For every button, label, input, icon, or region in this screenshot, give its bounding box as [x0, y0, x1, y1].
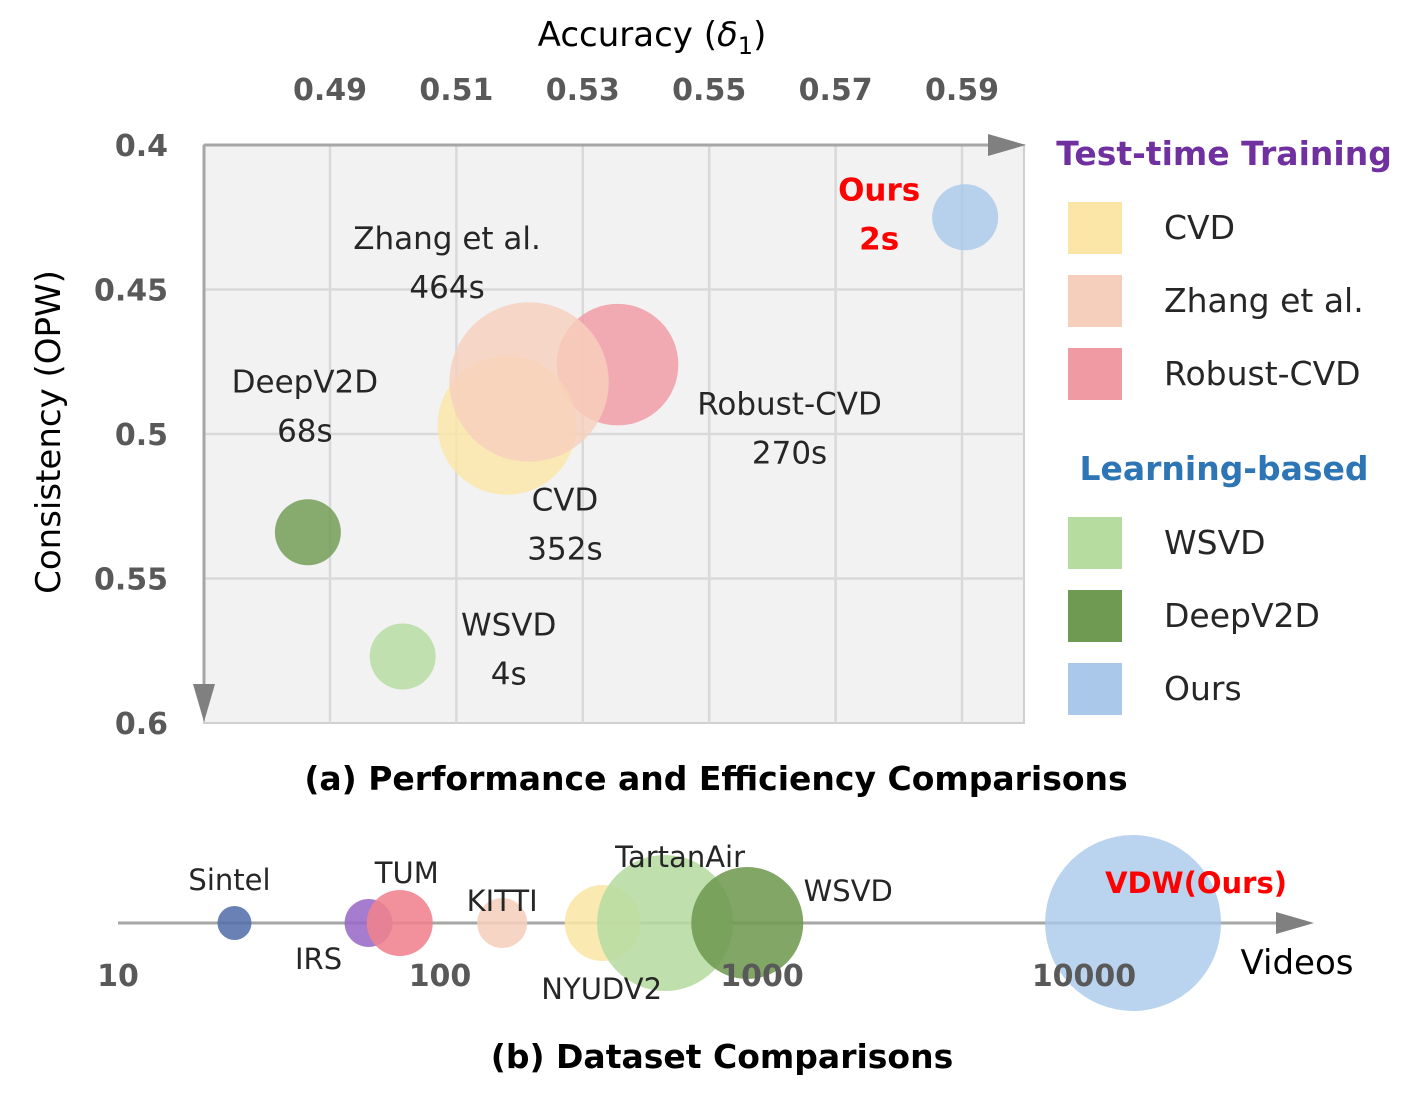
label-time-cvd: 352s: [527, 531, 602, 567]
label-name-cvd: CVD: [532, 482, 599, 518]
legend-label-zhang-et-al: Zhang et al.: [1164, 281, 1364, 320]
chart-b-datasets: Sintel IRS TUM KITTI NYUDV2 TartanAir WSVD VDW(…: [97, 835, 1353, 1076]
legend-swatch-wsvd: [1068, 517, 1122, 569]
dataset-label-sintel: Sintel: [188, 863, 270, 897]
dataset-label-irs: IRS: [295, 942, 342, 976]
dataset-bubble-wsvd: [691, 867, 804, 979]
caption-b: (b) Dataset Comparisons: [491, 1037, 953, 1076]
x-axis-arrowhead: [988, 134, 1026, 156]
bubble-labels: CVD 352s Zhang et al. 464s Robust-CVD 270s Dee…: [232, 172, 921, 692]
y-axis-title: Consistency (OPW): [29, 270, 69, 594]
label-time-robust-cvd: 270s: [752, 436, 827, 472]
dataset-label-nyudv2: NYUDV2: [541, 972, 662, 1006]
dataset-bubble-vdw-ours: [1045, 835, 1222, 1011]
legend-label-wsvd: WSVD: [1164, 523, 1266, 562]
legend: Test-time Training CVD Zhang et al. Robust-…: [1056, 134, 1392, 715]
caption-a: (a) Performance and Efficiency Compariso…: [304, 759, 1127, 798]
dataset-bubble-tartanair: [597, 855, 734, 991]
legend-label-ours: Ours: [1164, 669, 1242, 708]
label-name-ours: Ours: [838, 172, 920, 208]
x-axis-title: Accuracy (δ1): [538, 15, 767, 60]
x-tick-label: 0.51: [419, 73, 493, 108]
bubble-deepv2d: [274, 499, 341, 566]
chart-a-performance: 0.49 0.51 0.53 0.55 0.57 0.59 0.40.450.50.550…: [29, 15, 1128, 798]
y-tick-label: 0.5: [115, 418, 168, 453]
y-tick-label: 0.6: [115, 707, 168, 742]
bubble-wsvd: [369, 623, 436, 690]
dataset-bubble-sintel: [217, 906, 252, 940]
x-tick-label: 0.55: [672, 73, 746, 108]
label-time-ours: 2s: [859, 221, 899, 257]
dataset-label-kitti: KITTI: [467, 884, 538, 918]
bubble-ours: [932, 184, 999, 251]
label-name-deepv2d: DeepV2D: [232, 364, 379, 400]
label-time-zhang-et-al: 464s: [409, 270, 484, 306]
dataset-label-wsvd: WSVD: [804, 874, 893, 908]
bubble-zhang-et-al: [449, 302, 609, 462]
videos-tick-label: 10000: [1032, 959, 1136, 994]
legend-group-title: Learning-based: [1079, 449, 1368, 488]
y-tick-label: 0.45: [94, 274, 168, 309]
videos-tick-label: 1000: [720, 959, 804, 994]
legend-swatch-zhang-et-al: [1068, 275, 1122, 327]
dataset-labels: Sintel IRS TUM KITTI NYUDV2 TartanAir WSVD VDW(…: [188, 840, 1287, 1006]
grid-lines: [204, 145, 1024, 723]
videos-axis-arrowhead: [1276, 912, 1314, 934]
videos-axis-title: Videos: [1241, 943, 1354, 983]
y-axis-arrowhead: [193, 684, 215, 722]
y-tick-label: 0.55: [94, 563, 168, 598]
x-tick-label: 0.49: [293, 73, 367, 108]
label-name-robust-cvd: Robust-CVD: [697, 387, 882, 423]
videos-tick-labels: 10 100 1000 10000: [97, 959, 1136, 994]
dataset-label-vdw-ours: VDW(Ours): [1105, 866, 1287, 900]
x-tick-label: 0.53: [546, 73, 620, 108]
y-tick-label: 0.4: [115, 129, 168, 164]
label-time-deepv2d: 68s: [277, 413, 333, 449]
x-tick-label: 0.57: [799, 73, 873, 108]
label-time-wsvd: 4s: [491, 657, 527, 693]
x-tick-labels: 0.49 0.51 0.53 0.55 0.57 0.59: [293, 73, 999, 108]
legend-label-robust-cvd: Robust-CVD: [1164, 354, 1361, 393]
x-tick-label: 0.59: [925, 73, 999, 108]
legend-swatch-deepv2d: [1068, 590, 1122, 642]
legend-label-deepv2d: DeepV2D: [1164, 596, 1320, 635]
videos-tick-label: 10: [97, 959, 139, 994]
label-name-wsvd: WSVD: [461, 608, 556, 644]
dataset-bubble-tum: [366, 890, 433, 956]
bubbles: [274, 184, 999, 690]
label-name-zhang-et-al: Zhang et al.: [353, 221, 541, 257]
legend-label-cvd: CVD: [1164, 208, 1235, 247]
y-tick-labels: 0.4 0.45 0.5 0.55 0.6: [94, 129, 168, 742]
legend-swatch-ours: [1068, 663, 1122, 715]
legend-swatch-robust-cvd: [1068, 348, 1122, 400]
dataset-label-tum: TUM: [374, 856, 439, 890]
dataset-bubble-kitti: [477, 898, 528, 948]
videos-tick-label: 100: [409, 959, 472, 994]
dataset-bubbles: [217, 835, 1222, 1011]
legend-group-title: Test-time Training: [1056, 134, 1392, 173]
dataset-label-tartanair: TartanAir: [614, 840, 745, 874]
legend-swatch-cvd: [1068, 202, 1122, 254]
